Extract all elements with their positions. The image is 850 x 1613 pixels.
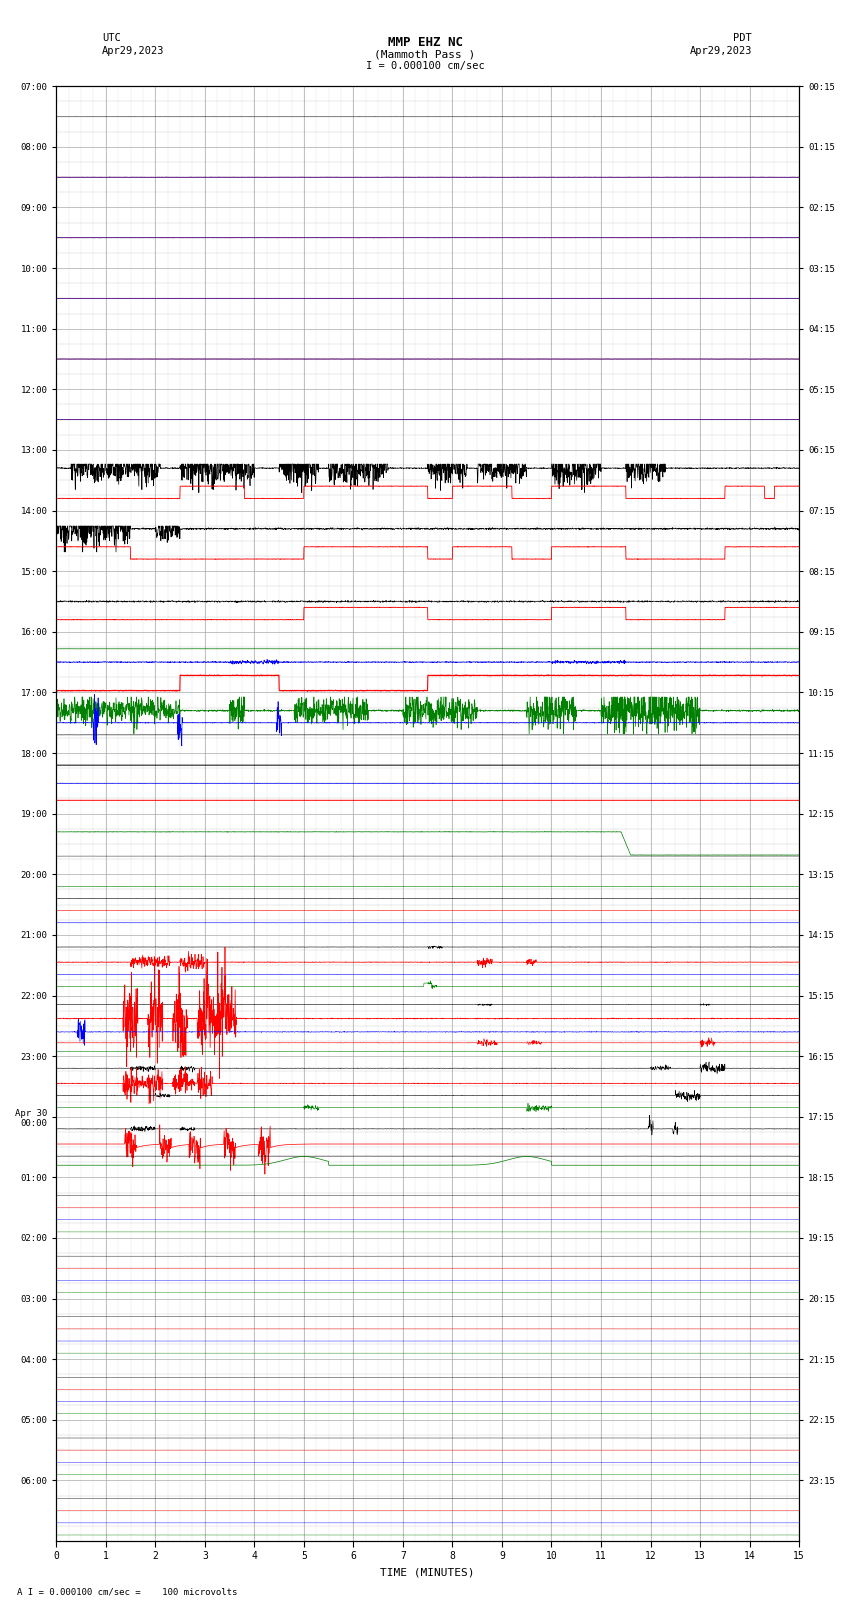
Text: (Mammoth Pass ): (Mammoth Pass ): [374, 50, 476, 60]
X-axis label: TIME (MINUTES): TIME (MINUTES): [381, 1568, 475, 1578]
Text: UTC: UTC: [102, 32, 121, 44]
Text: A I = 0.000100 cm/sec =    100 microvolts: A I = 0.000100 cm/sec = 100 microvolts: [17, 1587, 237, 1597]
Text: PDT: PDT: [734, 32, 752, 44]
Text: MMP EHZ NC: MMP EHZ NC: [388, 37, 462, 50]
Text: I = 0.000100 cm/sec: I = 0.000100 cm/sec: [366, 61, 484, 71]
Text: Apr29,2023: Apr29,2023: [689, 45, 752, 56]
Text: Apr29,2023: Apr29,2023: [102, 45, 165, 56]
